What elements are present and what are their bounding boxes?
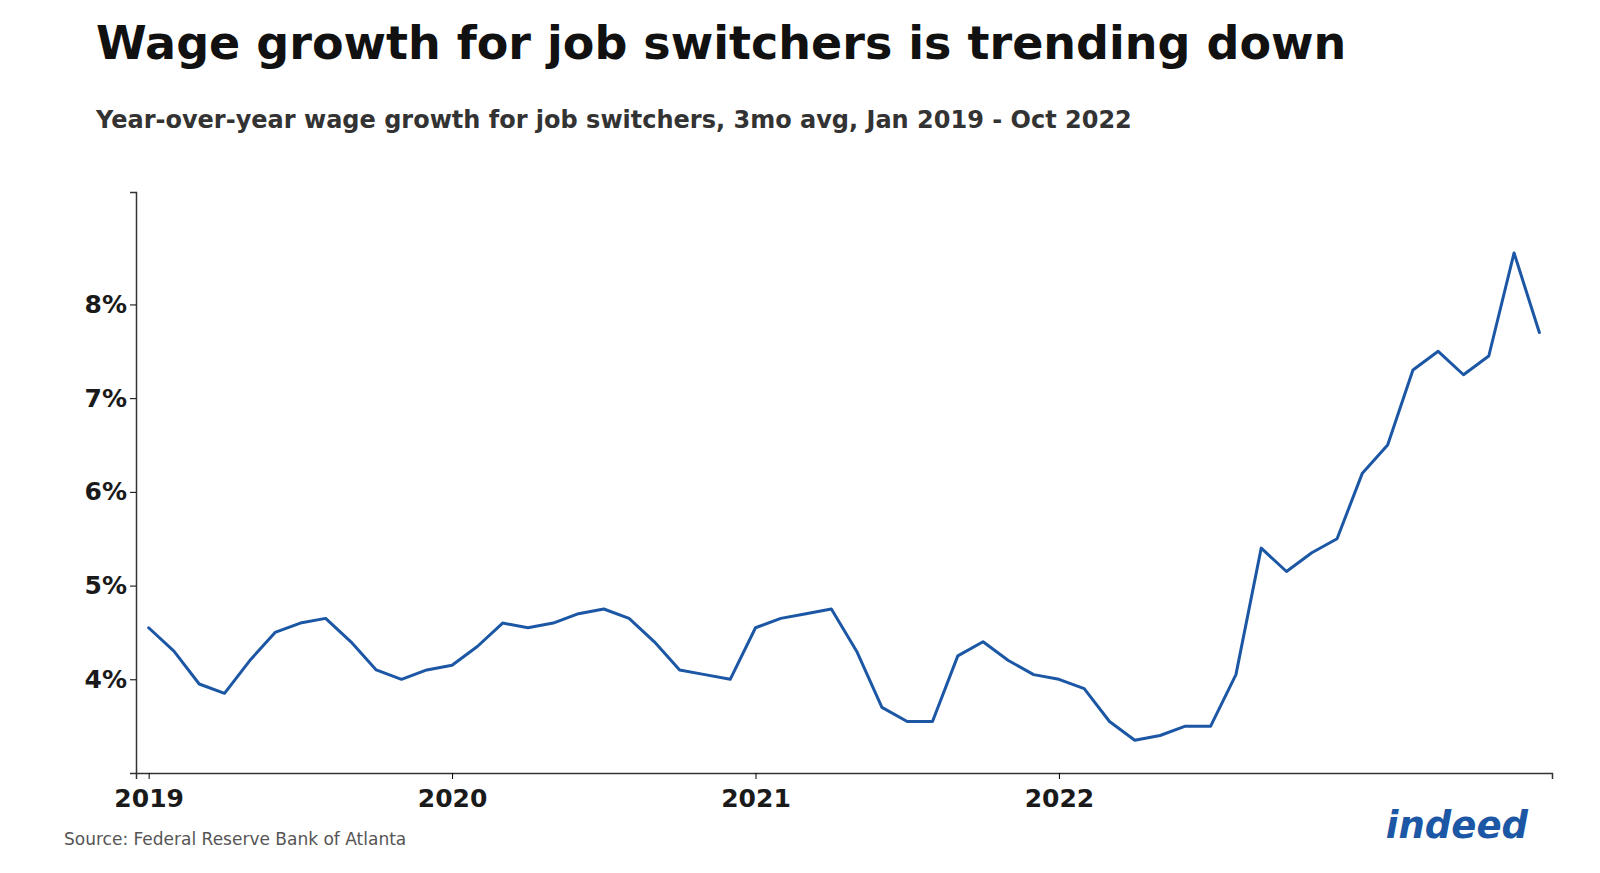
x-tick-label: 2022: [1025, 784, 1095, 813]
line: [149, 253, 1540, 740]
y-tick-label: 7%: [85, 384, 127, 413]
x-tick: 2021: [721, 773, 791, 813]
y-tick-label: 8%: [85, 290, 127, 319]
y-tick-label: 5%: [85, 571, 127, 600]
x-tick-mark: [756, 773, 757, 779]
x-tick: 2019: [114, 773, 184, 813]
x-tick-label: 2021: [721, 784, 791, 813]
source: Source: Federal Reserve Bank of Atlanta: [64, 829, 406, 849]
x-tick-mark: [1059, 773, 1060, 779]
y-tick-mark: [130, 492, 136, 493]
subtitle: Year-over-year wage growth for job switc…: [95, 106, 1132, 134]
x-tick: 2020: [418, 773, 488, 813]
logo: indeed: [1386, 804, 1529, 847]
y-tick: 7%: [85, 384, 136, 413]
y-tick: 8%: [85, 290, 136, 319]
x-tick-mark: [452, 773, 453, 779]
title: Wage growth for job switchers is trendin…: [96, 16, 1346, 70]
x-tick-mark: [149, 773, 150, 779]
y-tick: 6%: [85, 477, 136, 506]
y-tick-mark: [130, 679, 136, 680]
y-axis: 4% 5% 6% 7% 8%: [85, 193, 137, 774]
y-tick-mark: [130, 304, 136, 305]
y-tick-label: 6%: [85, 477, 127, 506]
x-tick: 2022: [1025, 773, 1095, 813]
x-axis: 2019 2020 2021 2022: [114, 773, 1552, 813]
chart: Wage growth for job switchers is trendin…: [0, 0, 1600, 873]
plot: 2019 2020 2021 2022 4% 5% 6% 7% 8%: [85, 193, 1553, 814]
x-tick-label: 2019: [114, 784, 184, 813]
x-tick-label: 2020: [418, 784, 488, 813]
y-tick-label: 4%: [85, 665, 127, 694]
y-tick: 4%: [85, 665, 136, 694]
marks: [149, 253, 1540, 740]
y-tick-mark: [130, 586, 136, 587]
x-axis-line: [137, 774, 1553, 780]
y-tick: 5%: [85, 571, 136, 600]
y-tick-mark: [130, 398, 136, 399]
y-axis-line: [130, 193, 137, 774]
